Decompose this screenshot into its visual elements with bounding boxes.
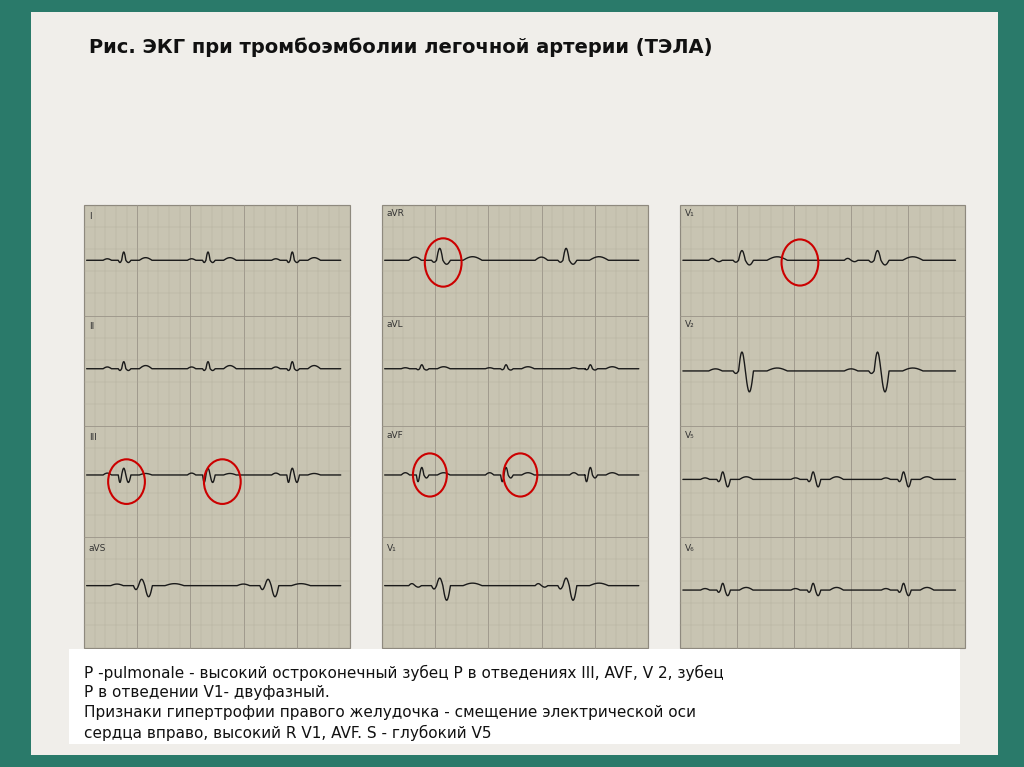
FancyBboxPatch shape xyxy=(84,205,350,647)
Text: Рис. ЭКГ при тромбоэмболии легочной артерии (ТЭЛА): Рис. ЭКГ при тромбоэмболии легочной арте… xyxy=(89,38,713,57)
Text: III: III xyxy=(89,433,96,442)
Text: P -pulmonale - высокий остроконечный зубец P в отведениях III, AVF, V 2, зубец: P -pulmonale - высокий остроконечный зуб… xyxy=(84,665,724,681)
Text: II: II xyxy=(89,322,94,331)
Text: aVF: aVF xyxy=(387,431,403,439)
Text: V₁: V₁ xyxy=(685,209,694,219)
Text: P в отведении V1- двуфазный.: P в отведении V1- двуфазный. xyxy=(84,685,330,700)
Text: V₅: V₅ xyxy=(685,431,694,439)
FancyBboxPatch shape xyxy=(31,12,998,755)
Text: V₂: V₂ xyxy=(685,320,694,329)
Text: I: I xyxy=(89,212,91,221)
Text: V₆: V₆ xyxy=(685,544,694,552)
Text: aVR: aVR xyxy=(387,209,404,219)
Text: aVS: aVS xyxy=(89,544,106,552)
FancyBboxPatch shape xyxy=(680,205,966,647)
FancyBboxPatch shape xyxy=(382,205,648,647)
Text: Признаки гипертрофии правого желудочка - смещение электрической оси: Признаки гипертрофии правого желудочка -… xyxy=(84,705,696,720)
Text: aVL: aVL xyxy=(387,320,403,329)
FancyBboxPatch shape xyxy=(70,649,959,744)
Text: V₁: V₁ xyxy=(387,544,396,552)
Text: сердца вправо, высокий R V1, AVF. S - глубокий V5: сердца вправо, высокий R V1, AVF. S - гл… xyxy=(84,725,492,741)
